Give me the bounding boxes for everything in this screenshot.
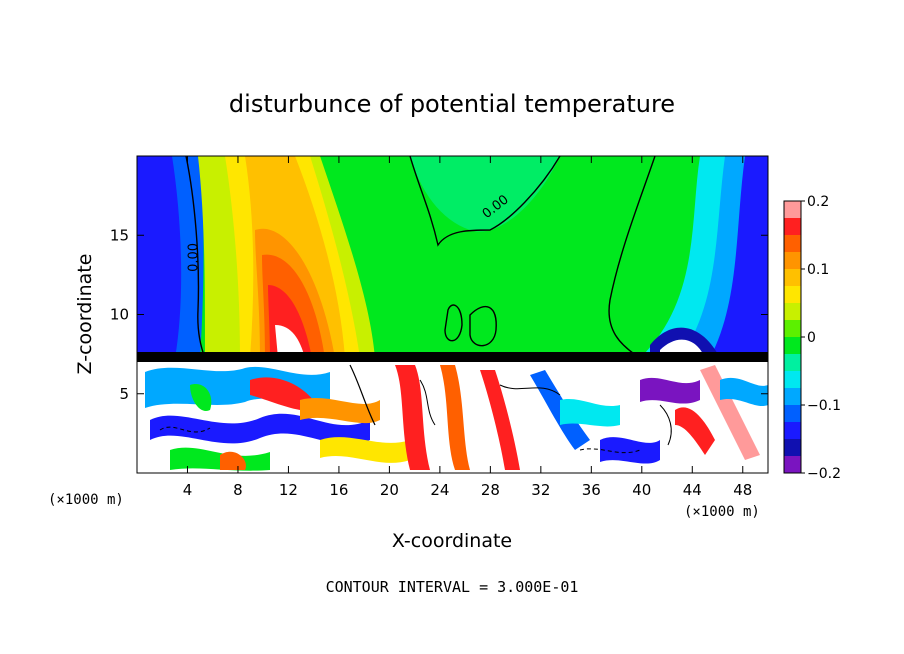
y-tick-label: 5: [119, 385, 129, 403]
colorbar-segment: [784, 456, 801, 474]
y-tick-label: 15: [110, 226, 129, 244]
y-axis-ticks: 5 10 15: [110, 226, 768, 403]
x-tick-label: 20: [380, 481, 399, 499]
x-axis-label: X-coordinate: [392, 530, 512, 552]
colorbar-segment: [784, 388, 801, 406]
colorbar-segment: [784, 439, 801, 457]
colorbar-segment: [784, 320, 801, 338]
x-tick-label: 28: [481, 481, 500, 499]
x-tick-label: 24: [430, 481, 449, 499]
plot-area: [137, 156, 768, 473]
colorbar-segment: [784, 269, 801, 287]
contour-label: 0.00: [187, 243, 202, 272]
x-unit-left: (×1000 m): [48, 492, 124, 508]
upper-field: [137, 156, 768, 362]
y-tick-label: 10: [110, 306, 129, 324]
chart-title: disturbunce of potential temperature: [229, 90, 675, 118]
colorbar-segment: [784, 252, 801, 270]
colorbar-tick-label: −0.1: [807, 398, 841, 414]
colorbar: 0.2 0.1 0 −0.1 −0.2: [783, 194, 841, 482]
colorbar-segment: [784, 337, 801, 355]
colorbar-tick-label: 0.1: [807, 262, 829, 278]
contour-interval-note: CONTOUR INTERVAL = 3.000E-01: [326, 578, 579, 596]
colorbar-segment: [784, 422, 801, 440]
lower-field: [137, 362, 768, 473]
x-tick-label: 4: [183, 481, 193, 499]
x-tick-label: 40: [632, 481, 651, 499]
x-tick-label: 32: [531, 481, 550, 499]
colorbar-tick-label: 0: [807, 330, 816, 346]
x-tick-label: 48: [733, 481, 752, 499]
colorbar-segment: [784, 235, 801, 253]
x-unit-right: (×1000 m): [684, 504, 760, 520]
colorbar-segment: [784, 303, 801, 321]
x-tick-label: 36: [582, 481, 601, 499]
colorbar-segment: [784, 201, 801, 219]
colorbar-segment: [784, 354, 801, 372]
x-axis-ticks: 4 8 12 16 20 24 28 32 36 40 44 48: [183, 156, 752, 499]
x-tick-label: 12: [279, 481, 298, 499]
x-tick-label: 44: [683, 481, 702, 499]
zero-contours: [185, 156, 656, 359]
colorbar-segment: [784, 218, 801, 236]
colorbar-segment: [784, 371, 801, 389]
y-axis-label: Z-coordinate: [74, 254, 96, 375]
colorbar-segment: [784, 286, 801, 304]
colorbar-tick-label: −0.2: [807, 466, 841, 482]
x-tick-label: 8: [233, 481, 243, 499]
colorbar-segment: [784, 405, 801, 423]
x-tick-label: 16: [329, 481, 348, 499]
colorbar-tick-label: 0.2: [807, 194, 829, 210]
